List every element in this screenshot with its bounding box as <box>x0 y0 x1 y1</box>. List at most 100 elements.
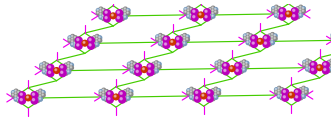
Circle shape <box>36 96 40 100</box>
Circle shape <box>198 12 204 18</box>
Circle shape <box>43 68 44 69</box>
Circle shape <box>45 71 49 75</box>
Circle shape <box>221 68 222 69</box>
Circle shape <box>224 64 226 66</box>
Circle shape <box>61 66 63 68</box>
Circle shape <box>268 42 272 46</box>
Circle shape <box>330 67 331 71</box>
Circle shape <box>211 6 215 10</box>
Circle shape <box>221 62 222 63</box>
Circle shape <box>158 66 159 67</box>
Circle shape <box>271 41 274 45</box>
Circle shape <box>46 64 47 65</box>
Circle shape <box>96 38 97 39</box>
Circle shape <box>124 11 125 12</box>
Circle shape <box>42 62 46 66</box>
Circle shape <box>186 35 189 39</box>
Circle shape <box>65 64 66 65</box>
Circle shape <box>128 66 129 67</box>
Circle shape <box>95 43 99 46</box>
Circle shape <box>71 41 73 42</box>
Circle shape <box>105 90 107 92</box>
Circle shape <box>134 63 135 64</box>
Circle shape <box>127 89 128 90</box>
Circle shape <box>303 93 304 94</box>
Circle shape <box>136 65 138 67</box>
Circle shape <box>278 15 279 17</box>
Circle shape <box>243 69 244 70</box>
Circle shape <box>289 92 294 98</box>
Circle shape <box>184 42 185 44</box>
Circle shape <box>159 39 162 43</box>
Circle shape <box>218 68 222 72</box>
Circle shape <box>190 88 192 89</box>
Circle shape <box>103 97 104 98</box>
Circle shape <box>190 91 192 92</box>
Circle shape <box>222 68 229 75</box>
Circle shape <box>105 95 108 99</box>
Circle shape <box>294 94 301 101</box>
Circle shape <box>36 91 40 94</box>
Circle shape <box>271 38 274 42</box>
Circle shape <box>131 70 132 71</box>
Circle shape <box>71 43 73 45</box>
Circle shape <box>26 96 28 98</box>
Circle shape <box>96 11 100 15</box>
Circle shape <box>188 89 189 91</box>
Circle shape <box>274 8 278 12</box>
Circle shape <box>99 90 103 93</box>
Circle shape <box>209 17 211 18</box>
Circle shape <box>93 37 94 38</box>
Circle shape <box>124 90 125 92</box>
Circle shape <box>246 62 247 63</box>
Circle shape <box>68 63 69 64</box>
Circle shape <box>272 7 275 10</box>
Circle shape <box>45 69 49 72</box>
Circle shape <box>180 40 184 44</box>
Circle shape <box>40 67 42 68</box>
Circle shape <box>37 97 38 98</box>
Circle shape <box>297 7 298 9</box>
Circle shape <box>215 11 216 12</box>
Circle shape <box>236 64 238 66</box>
Circle shape <box>218 60 222 64</box>
Circle shape <box>68 36 72 40</box>
Circle shape <box>189 16 193 20</box>
Circle shape <box>211 12 215 15</box>
Circle shape <box>293 15 295 17</box>
Circle shape <box>126 91 130 95</box>
Circle shape <box>246 65 247 66</box>
Circle shape <box>100 11 101 12</box>
Circle shape <box>165 43 166 45</box>
Circle shape <box>19 92 25 99</box>
Circle shape <box>68 65 69 67</box>
Circle shape <box>310 62 317 68</box>
Circle shape <box>209 8 211 10</box>
Circle shape <box>293 9 295 11</box>
Circle shape <box>196 91 198 93</box>
Circle shape <box>20 99 22 101</box>
Circle shape <box>136 70 138 72</box>
Circle shape <box>105 90 108 93</box>
Circle shape <box>243 61 244 62</box>
Circle shape <box>127 62 131 66</box>
Circle shape <box>308 66 312 70</box>
Circle shape <box>246 38 250 42</box>
Circle shape <box>318 66 320 68</box>
Circle shape <box>308 60 312 64</box>
Circle shape <box>18 99 19 101</box>
Circle shape <box>240 61 243 65</box>
Circle shape <box>281 94 282 95</box>
Circle shape <box>306 59 309 63</box>
Circle shape <box>181 41 182 42</box>
Circle shape <box>42 91 43 92</box>
Circle shape <box>121 15 123 16</box>
Circle shape <box>186 36 188 37</box>
Circle shape <box>183 42 187 45</box>
Circle shape <box>196 97 198 99</box>
Circle shape <box>215 8 216 10</box>
Circle shape <box>274 35 275 36</box>
Circle shape <box>280 88 284 91</box>
Circle shape <box>330 59 331 63</box>
Circle shape <box>103 15 104 16</box>
